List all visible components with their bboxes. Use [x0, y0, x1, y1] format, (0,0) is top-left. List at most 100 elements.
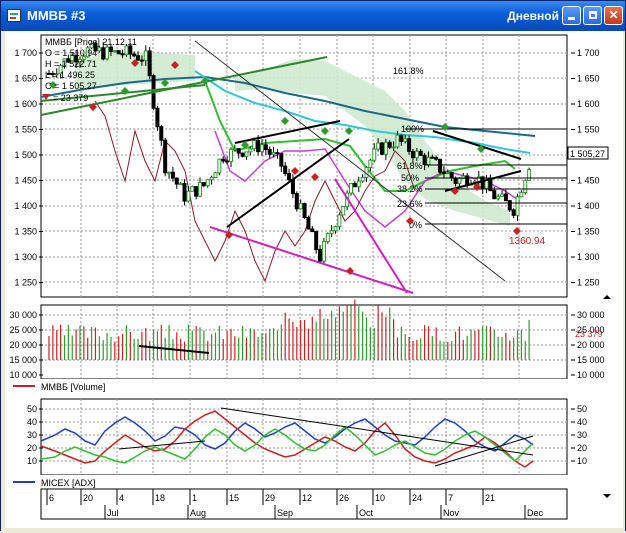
candle-body	[58, 65, 63, 75]
volume-panel[interactable]: 30 000 25 000 20 000 15 000 10 000 30 000 25 …	[9, 299, 605, 380]
buy-signal-marker	[121, 87, 129, 95]
buy-signal-marker	[281, 117, 289, 125]
candle-body	[333, 226, 338, 232]
price-panel[interactable]: 161.8% 100% 61.8% 50% 38.2% 23.6% 0% 136…	[14, 34, 609, 298]
volume-trend-line	[138, 345, 210, 354]
date-day-label: 21	[485, 493, 495, 503]
candle-body	[422, 154, 427, 166]
date-day-label: 10	[375, 493, 385, 503]
scroll-down-icon[interactable]	[603, 494, 611, 498]
candle-body	[403, 138, 408, 142]
date-day-labels: 6 20 4 18 1 15 29 12 26 10 24 7 21	[46, 489, 495, 505]
date-day-label: 4	[119, 493, 124, 503]
candle-body	[155, 107, 160, 128]
low-price-label: 1360.94	[509, 236, 546, 247]
period-label[interactable]: Дневной	[507, 9, 559, 23]
volume-y-label: 20 000	[9, 340, 37, 350]
candle-body	[434, 157, 439, 160]
candle-body	[395, 134, 400, 148]
candle-body	[105, 46, 110, 60]
candle-body	[337, 214, 342, 228]
candle-body	[124, 45, 129, 55]
candle-body	[267, 149, 272, 155]
scroll-up-icon[interactable]	[603, 295, 611, 299]
price-y-label: 1 400	[14, 201, 37, 211]
candle-body	[376, 142, 381, 150]
price-y-label: 1 550	[14, 125, 37, 135]
candle-body	[236, 148, 241, 154]
candle-body	[256, 140, 261, 153]
last-volume-tag: 23 379	[575, 329, 603, 339]
volume-y-axis-left: 30 000 25 000 20 000 15 000 10 000	[9, 310, 43, 380]
candle-body	[287, 173, 292, 181]
candle-body	[136, 55, 141, 61]
candle-body	[453, 177, 458, 184]
date-month-label: Oct	[359, 508, 374, 518]
adx-panel[interactable]: 50 40 30 20 10 50 40 30 20 10	[27, 398, 587, 476]
candle-body	[70, 55, 75, 63]
buy-signal-marker	[49, 81, 57, 89]
date-axis[interactable]: 6 20 4 18 1 15 29 12 26 10 24 7 21 Jul Aug Sep Oct Nov De…	[40, 488, 568, 520]
close-button[interactable]: ✕	[604, 6, 623, 25]
candle-body	[225, 160, 230, 163]
candle-body	[507, 200, 512, 211]
price-y-label: 1 350	[14, 227, 37, 237]
date-day-label: 26	[339, 493, 349, 503]
chart-area[interactable]: 161.8% 100% 61.8% 50% 38.2% 23.6% 0% 136…	[5, 31, 623, 528]
candle-body	[182, 183, 187, 202]
candle-body	[449, 172, 454, 179]
title-bar[interactable]: ММВБ #3 Дневной ✕	[1, 1, 625, 31]
adx-y-label: 40	[27, 417, 37, 427]
adx-y-label: 30	[577, 430, 587, 440]
candle-body	[190, 186, 195, 192]
candle-body	[186, 190, 191, 202]
adx-y-label: 50	[577, 404, 587, 414]
candle-body	[228, 148, 233, 163]
trend-line-green-upper	[40, 56, 328, 116]
candle-body	[248, 148, 253, 153]
sell-signal-marker	[473, 183, 481, 191]
trend-line-black-long	[194, 40, 506, 282]
candle-body	[426, 156, 431, 166]
candle-body	[438, 158, 443, 173]
candle-body	[50, 73, 55, 76]
fib-label: 0%	[409, 220, 422, 230]
date-day-label: 12	[302, 493, 312, 503]
candle-body	[321, 241, 326, 262]
candle-body	[480, 176, 485, 190]
candle-body	[527, 169, 532, 181]
chart-app-icon[interactable]	[7, 9, 21, 22]
adx-y-axis-left: 50 40 30 20 10	[27, 404, 43, 466]
ma-teal-line	[40, 75, 536, 137]
price-y-label: 1 650	[577, 74, 600, 84]
maximize-button[interactable]	[583, 6, 602, 25]
candle-body	[341, 206, 346, 216]
candle-body	[244, 151, 249, 157]
date-day-label: 1	[192, 493, 197, 503]
date-day-label: 18	[155, 493, 165, 503]
fib-label: 61.8%	[397, 161, 423, 171]
candle-body	[74, 55, 79, 63]
price-y-label: 1 400	[577, 201, 600, 211]
candle-body	[62, 58, 67, 67]
candle-body	[81, 56, 86, 60]
candle-body	[66, 58, 71, 63]
candle-body	[54, 73, 59, 76]
adx-trend-line-2	[118, 440, 206, 450]
candle-body	[383, 141, 388, 155]
candle-body	[198, 182, 203, 197]
sell-signal-marker	[131, 59, 139, 67]
price-y-label: 1 300	[577, 252, 600, 262]
candle-body	[147, 50, 152, 77]
candle-body	[209, 176, 214, 181]
minimize-button[interactable]	[562, 6, 581, 25]
buy-signal-marker	[477, 145, 485, 153]
candle-body	[298, 203, 303, 210]
adx-blue-line	[40, 416, 534, 452]
legend-high: H = 1 522.71	[45, 59, 97, 69]
last-price-tag: 1 505,27	[570, 149, 605, 159]
candle-body	[294, 193, 299, 210]
date-day-label: 7	[448, 493, 453, 503]
volume-legend-strip	[5, 379, 623, 393]
candle-body	[159, 126, 164, 141]
